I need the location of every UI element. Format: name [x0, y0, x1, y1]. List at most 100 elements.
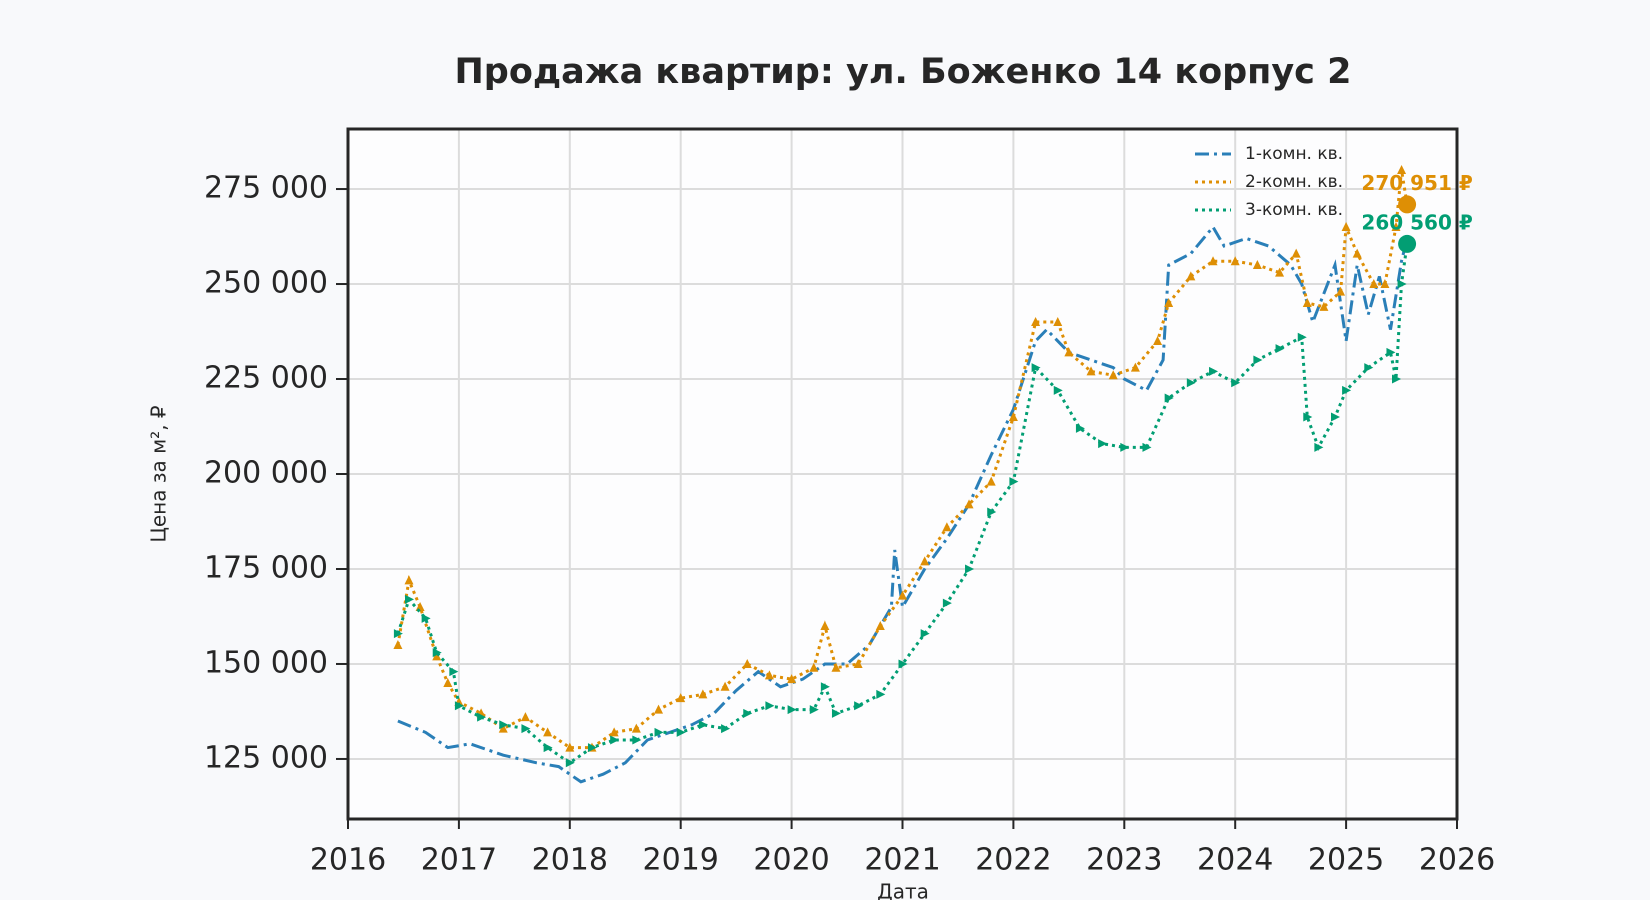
point: [898, 590, 907, 600]
plot-frame: [346, 127, 1459, 821]
point: [1397, 165, 1407, 175]
annotation: 270 951 ₽: [1361, 171, 1472, 195]
point: [520, 712, 530, 722]
x-tick-label: 2026: [1419, 843, 1495, 878]
point: [1086, 366, 1096, 376]
end-point: [1398, 195, 1417, 214]
point: [898, 659, 908, 669]
point: [1108, 370, 1118, 380]
point: [1186, 378, 1196, 388]
point: [1314, 442, 1324, 452]
point: [787, 674, 797, 684]
point: [1075, 423, 1085, 433]
legend-label: 2-комн. кв.: [1245, 172, 1343, 192]
point: [565, 758, 575, 768]
x-tick-label: 2016: [310, 843, 386, 878]
x-axis-label: Дата: [877, 880, 929, 900]
point: [1208, 256, 1218, 266]
point: [654, 727, 664, 737]
end-point: [1398, 234, 1417, 253]
x-tick-label: 2024: [1197, 843, 1273, 878]
point: [543, 727, 553, 737]
y-tick-label: 125 000: [204, 740, 328, 775]
annotation: 260 560 ₽: [1361, 210, 1472, 234]
point: [1364, 363, 1374, 373]
point: [393, 629, 403, 639]
point: [809, 662, 819, 672]
point: [742, 658, 752, 668]
point: [498, 723, 508, 733]
point: [787, 705, 797, 715]
point: [853, 658, 863, 668]
point: [1297, 332, 1307, 342]
point: [942, 522, 952, 532]
point: [1342, 385, 1352, 395]
point: [743, 708, 753, 718]
point: [1164, 393, 1174, 403]
point: [1380, 279, 1390, 289]
point: [1341, 222, 1351, 232]
point: [876, 689, 886, 699]
point: [631, 723, 641, 733]
point: [721, 724, 731, 734]
point: [1186, 271, 1196, 281]
chart-title: Продажа квартир: ул. Боженко 14 корпус 2: [455, 52, 1352, 92]
point: [477, 712, 487, 722]
legend-label: 3-комн. кв.: [1245, 200, 1343, 220]
x-tick-label: 2019: [643, 843, 719, 878]
point: [1031, 363, 1041, 373]
point: [1153, 336, 1163, 346]
point: [1369, 279, 1379, 289]
point: [1142, 442, 1152, 452]
point: [1331, 412, 1341, 422]
point: [820, 620, 830, 630]
point: [565, 742, 575, 752]
point: [987, 507, 997, 517]
point: [1386, 347, 1396, 357]
point: [920, 556, 930, 566]
point: [920, 629, 930, 639]
y-tick-label: 175 000: [204, 550, 328, 585]
point: [449, 667, 459, 677]
point: [632, 735, 642, 745]
point: [432, 651, 442, 661]
point: [1209, 366, 1219, 376]
point: [1064, 347, 1074, 357]
point: [1120, 442, 1130, 452]
point: [521, 724, 531, 734]
point: [1008, 412, 1018, 422]
point: [809, 705, 819, 715]
y-tick-label: 275 000: [204, 171, 328, 206]
x-tick-label: 2021: [864, 843, 940, 878]
x-tick-label: 2018: [532, 843, 608, 878]
point: [854, 701, 864, 711]
point: [942, 598, 952, 608]
point: [1352, 248, 1362, 258]
point: [1336, 286, 1346, 296]
point: [831, 708, 841, 718]
y-tick-label: 250 000: [204, 266, 328, 301]
point: [1053, 317, 1063, 327]
point: [1130, 362, 1140, 372]
x-tick-label: 2022: [975, 843, 1051, 878]
point: [610, 735, 620, 745]
point: [404, 575, 414, 585]
x-tick-label: 2025: [1308, 843, 1384, 878]
point: [432, 648, 442, 658]
point: [676, 693, 686, 703]
y-tick-label: 200 000: [204, 456, 328, 491]
point: [421, 613, 431, 623]
point: [1392, 374, 1402, 384]
point: [1053, 385, 1063, 395]
point: [1252, 260, 1262, 270]
point: [1230, 256, 1240, 266]
point: [820, 682, 830, 692]
point: [965, 564, 975, 574]
point: [1031, 317, 1041, 327]
point: [1275, 267, 1285, 277]
x-tick-label: 2020: [753, 843, 829, 878]
point: [1319, 301, 1329, 311]
point: [676, 727, 686, 737]
point: [1303, 412, 1313, 422]
